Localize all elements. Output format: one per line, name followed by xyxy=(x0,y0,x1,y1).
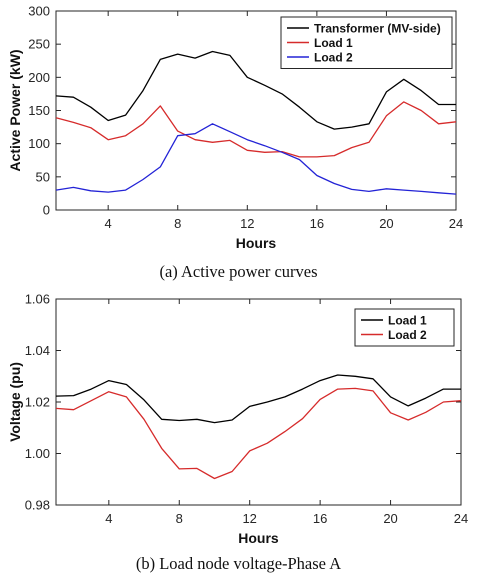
y-tick-label-0-6: 300 xyxy=(28,4,50,19)
caption-a: (a) Active power curves xyxy=(159,262,318,281)
y-tick-label-0-2: 100 xyxy=(28,136,50,151)
y-tick-label-0-1: 50 xyxy=(36,169,50,184)
y-tick-label-1-0: 0.98 xyxy=(25,498,50,513)
x-tick-label-0-5: 24 xyxy=(449,216,463,231)
y-tick-label-1-2: 1.02 xyxy=(25,395,50,410)
x-tick-label-1-5: 24 xyxy=(454,511,468,526)
x-tick-label-1-1: 8 xyxy=(176,511,183,526)
y-tick-label-0-3: 150 xyxy=(28,103,50,118)
x-tick-label-0-2: 12 xyxy=(240,216,254,231)
series-line-1-0 xyxy=(55,374,461,424)
legend-box-0 xyxy=(280,16,453,69)
legend-label-0-0: Transformer (MV-side) xyxy=(314,22,441,36)
x-axis-label-0: Hours xyxy=(236,235,277,251)
series-line-0-2 xyxy=(55,123,457,195)
y-tick-label-0-0: 0 xyxy=(43,203,50,218)
y-tick-label-0-5: 250 xyxy=(28,37,50,52)
legend-label-1-0: Load 1 xyxy=(388,314,427,328)
x-tick-label-0-3: 16 xyxy=(310,216,324,231)
series-line-0-1 xyxy=(55,101,457,158)
x-tick-label-1-3: 16 xyxy=(313,511,327,526)
y-axis-label-0: Active Power (kW) xyxy=(7,49,23,171)
x-tick-label-1-2: 12 xyxy=(242,511,256,526)
legend-box-1 xyxy=(354,308,455,347)
legend-label-0-2: Load 2 xyxy=(314,51,353,65)
y-tick-label-0-4: 200 xyxy=(28,70,50,85)
x-tick-label-0-1: 8 xyxy=(174,216,181,231)
x-tick-label-1-0: 4 xyxy=(105,511,112,526)
series-line-0-0 xyxy=(55,50,456,130)
y-tick-label-1-1: 1.00 xyxy=(25,446,50,461)
y-tick-label-1-3: 1.04 xyxy=(25,343,50,358)
x-tick-label-0-0: 4 xyxy=(105,216,112,231)
series-line-1-1 xyxy=(55,387,462,480)
x-tick-label-0-4: 20 xyxy=(379,216,393,231)
y-axis-label-1: Voltage (pu) xyxy=(7,362,23,442)
y-tick-label-1-4: 1.06 xyxy=(25,292,50,307)
legend-label-1-1: Load 2 xyxy=(388,328,427,342)
caption-b: (b) Load node voltage-Phase A xyxy=(135,554,342,573)
x-axis-label-1: Hours xyxy=(238,530,279,546)
x-tick-label-1-4: 20 xyxy=(383,511,397,526)
legend-label-0-1: Load 1 xyxy=(314,36,353,50)
